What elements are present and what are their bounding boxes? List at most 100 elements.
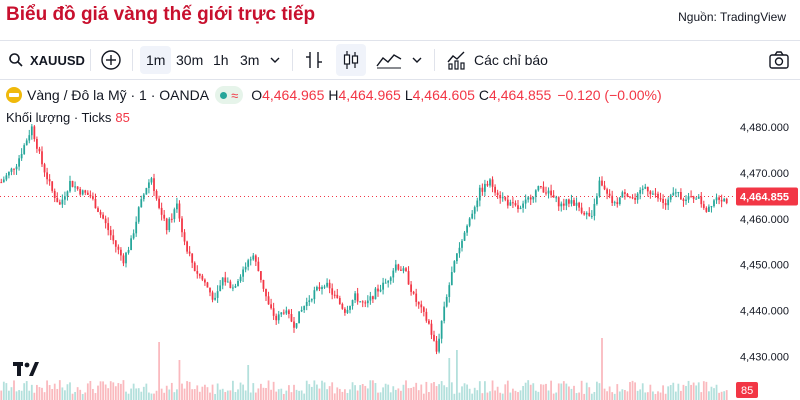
volume-bar bbox=[715, 384, 718, 400]
volume-bar bbox=[700, 392, 703, 400]
snapshot-button[interactable] bbox=[768, 41, 790, 79]
volume-bar bbox=[667, 386, 670, 400]
candle-body bbox=[723, 198, 726, 202]
candle-body bbox=[664, 203, 667, 206]
volume-bar bbox=[229, 390, 232, 400]
candle-body bbox=[629, 196, 631, 198]
volume-bar bbox=[321, 380, 323, 400]
interval-1m[interactable]: 1m bbox=[140, 41, 172, 79]
volume-bar bbox=[237, 389, 239, 400]
volume-bar bbox=[705, 381, 708, 400]
candle-body bbox=[677, 192, 680, 194]
indicators-button[interactable]: Các chỉ báo bbox=[446, 41, 548, 79]
volume-bar bbox=[326, 389, 328, 400]
candle-body bbox=[453, 261, 456, 273]
candle-body bbox=[430, 323, 433, 335]
volume-bar bbox=[221, 388, 224, 400]
candle-body bbox=[702, 204, 705, 208]
candle-body bbox=[568, 199, 570, 204]
market-status-badge[interactable]: ≈ bbox=[215, 86, 244, 104]
interval-dropdown[interactable] bbox=[270, 41, 280, 79]
volume-bar bbox=[425, 381, 428, 400]
candle-body bbox=[601, 180, 603, 186]
candle-style-button[interactable] bbox=[336, 41, 366, 79]
candle-body bbox=[178, 203, 181, 219]
symbol-search[interactable]: XAUUSD bbox=[8, 41, 85, 79]
candle-body bbox=[290, 314, 293, 322]
candle-body bbox=[540, 186, 542, 188]
interval-30m[interactable]: 30m bbox=[176, 52, 204, 68]
volume-bar bbox=[529, 384, 532, 400]
candle-body bbox=[646, 186, 649, 192]
volume-bar bbox=[456, 350, 458, 400]
candle-body bbox=[374, 288, 377, 300]
candle-body bbox=[369, 296, 372, 301]
candle-body bbox=[580, 207, 583, 213]
y-tick-label: 4,480.000 bbox=[740, 122, 789, 134]
volume-bar bbox=[603, 388, 606, 400]
volume-bar bbox=[86, 383, 89, 400]
volume-bar bbox=[397, 388, 400, 400]
volume-value: 85 bbox=[115, 110, 130, 125]
volume-bar bbox=[484, 381, 486, 400]
candle-body bbox=[506, 199, 509, 206]
volume-bar bbox=[46, 380, 48, 400]
volume-bar bbox=[372, 380, 374, 400]
volume-bar bbox=[300, 390, 303, 400]
volume-bar bbox=[112, 382, 115, 400]
interval-1h[interactable]: 1h bbox=[213, 52, 229, 68]
candle-body bbox=[252, 255, 255, 260]
volume-bar bbox=[282, 393, 285, 400]
candle-body bbox=[158, 198, 160, 208]
volume-bar bbox=[400, 390, 402, 400]
volume-bar bbox=[260, 383, 262, 400]
candle-body bbox=[621, 192, 624, 198]
style-dropdown[interactable] bbox=[412, 41, 422, 79]
candle-body bbox=[71, 180, 74, 187]
candle-body bbox=[30, 126, 33, 136]
candle-body bbox=[204, 279, 206, 283]
volume-bar bbox=[379, 392, 382, 400]
candle-body bbox=[697, 196, 700, 199]
candle-body bbox=[298, 311, 300, 324]
candle-body bbox=[10, 168, 13, 172]
candle-body bbox=[344, 308, 346, 313]
candle-body bbox=[303, 306, 306, 310]
candle-body bbox=[649, 191, 652, 195]
volume-bar bbox=[305, 380, 308, 400]
tradingview-logo-icon bbox=[13, 362, 39, 376]
volume-bar bbox=[226, 390, 229, 400]
candle-body bbox=[402, 268, 405, 271]
volume-bar bbox=[155, 390, 158, 400]
bar-style-button[interactable] bbox=[304, 41, 324, 79]
volume-bar bbox=[10, 387, 13, 400]
volume-bar bbox=[346, 393, 349, 400]
candle-body bbox=[456, 253, 458, 262]
volume-bar bbox=[318, 388, 321, 400]
candle-body bbox=[659, 198, 662, 200]
volume-bar bbox=[489, 391, 491, 400]
volume-bar bbox=[125, 391, 127, 400]
volume-bar bbox=[639, 389, 642, 400]
candle-body bbox=[382, 282, 384, 290]
candle-body bbox=[114, 240, 117, 247]
candle-body bbox=[277, 314, 280, 321]
candle-body bbox=[611, 195, 614, 203]
candle-body bbox=[389, 277, 392, 281]
volume-bar bbox=[201, 386, 204, 400]
area-style-button[interactable] bbox=[376, 41, 402, 79]
volume-bar bbox=[272, 381, 275, 400]
price-chart[interactable]: 4,480.000 4,470.000 4,460.000 4,450.000 4,44… bbox=[0, 78, 800, 400]
volume-bar bbox=[522, 385, 524, 400]
add-symbol-button[interactable] bbox=[100, 41, 122, 79]
volume-bar bbox=[153, 393, 155, 400]
candle-body bbox=[415, 293, 418, 302]
candle-body bbox=[613, 202, 616, 204]
candle-body bbox=[560, 203, 563, 207]
volume-bar bbox=[636, 390, 639, 400]
candle-body bbox=[173, 209, 176, 220]
interval-3m[interactable]: 3m bbox=[240, 52, 260, 68]
candle-body bbox=[412, 291, 415, 294]
volume-bar bbox=[290, 392, 293, 400]
indicators-label: Các chỉ báo bbox=[474, 52, 548, 68]
